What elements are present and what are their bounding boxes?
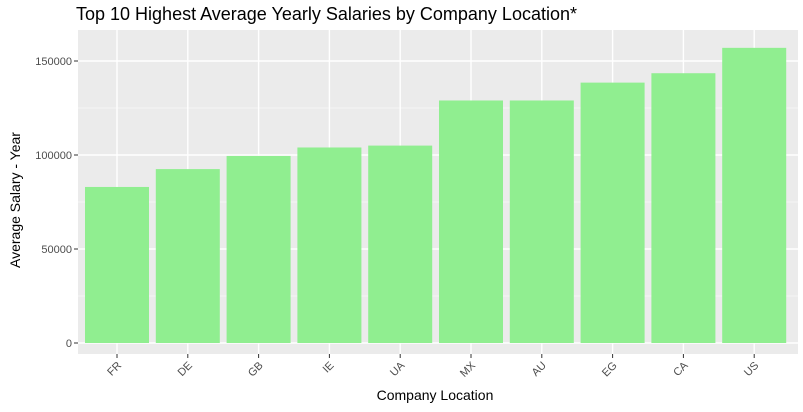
chart-title: Top 10 Highest Average Yearly Salaries b… [76,4,577,24]
bar-de [155,169,220,343]
bar-mx [439,100,503,343]
x-tick-label: UA [388,359,408,379]
bar-ie [297,147,362,343]
bar-us [722,47,787,344]
bar-eg [580,82,645,344]
x-tick-label: FR [105,360,124,379]
bar-ua [368,145,433,343]
x-tick-label: CA [671,359,691,379]
y-tick-label: 100000 [35,150,72,162]
bar-fr [85,186,149,343]
y-axis-label: Average Salary - Year [7,132,23,268]
x-tick-label: MX [458,359,479,380]
x-axis-label: Company Location [376,387,494,403]
y-tick-label: 50000 [41,244,72,256]
bar-ca [651,73,716,343]
x-tick-label: EG [600,360,620,380]
y-tick-label: 150000 [35,56,72,68]
bar-au [509,100,574,343]
x-tick-label: IE [321,360,337,376]
x-tick-label: GB [246,360,266,380]
x-tick-label: US [742,360,761,379]
x-tick-label: DE [176,360,195,379]
bar-gb [226,155,291,343]
x-tick-label: AU [530,360,549,379]
y-tick-label: 0 [66,338,72,350]
